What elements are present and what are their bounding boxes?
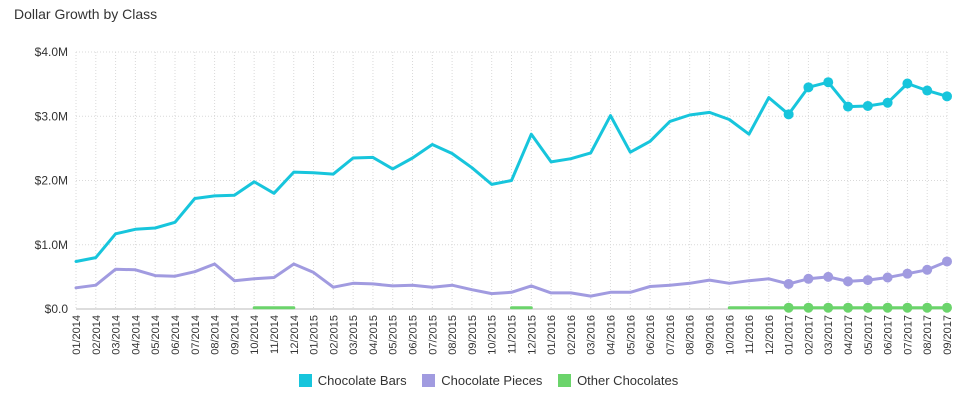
y-tick-label: $4.0M xyxy=(35,45,68,59)
x-tick-label: 05/2014 xyxy=(150,315,162,355)
x-tick-label: 08/2016 xyxy=(685,315,697,355)
x-tick-label: 04/2016 xyxy=(605,315,617,355)
data-point-chocolate-pieces xyxy=(922,264,933,275)
data-point-chocolate-pieces xyxy=(843,276,854,287)
x-tick-label: 05/2015 xyxy=(388,315,400,355)
x-tick-label: 08/2017 xyxy=(922,315,934,355)
series-line-chocolate-bars xyxy=(74,80,949,263)
chart-title: Dollar Growth by Class xyxy=(14,6,158,22)
x-tick-label: 07/2015 xyxy=(427,315,439,355)
data-point-chocolate-bars xyxy=(902,78,913,89)
data-point-chocolate-bars xyxy=(783,109,794,120)
x-tick-label: 07/2014 xyxy=(190,315,202,355)
legend-label-chocolate-pieces: Chocolate Pieces xyxy=(441,373,543,388)
legend-swatch-other-chocolates xyxy=(558,374,572,387)
x-tick-label: 07/2017 xyxy=(902,315,914,355)
y-tick-label: $0.0 xyxy=(45,302,69,316)
x-tick-label: 01/2017 xyxy=(784,315,796,355)
legend-item-chocolate-pieces[interactable]: Chocolate Pieces xyxy=(422,373,542,388)
x-tick-label: 06/2016 xyxy=(645,315,657,355)
data-point-chocolate-pieces xyxy=(823,271,834,282)
x-tick-label: 04/2015 xyxy=(368,315,380,355)
x-tick-label: 12/2016 xyxy=(764,315,776,355)
x-tick-label: 12/2015 xyxy=(526,315,538,355)
x-tick-label: 05/2017 xyxy=(863,315,875,355)
x-tick-label: 11/2014 xyxy=(269,315,281,354)
data-point-other-chocolates xyxy=(823,302,834,313)
data-point-other-chocolates xyxy=(902,302,913,313)
x-tick-label: 04/2014 xyxy=(130,315,142,355)
x-tick-label: 09/2014 xyxy=(229,315,241,355)
x-tick-label: 03/2016 xyxy=(586,315,598,355)
data-point-chocolate-bars xyxy=(942,91,952,102)
x-tick-label: 06/2015 xyxy=(408,315,420,355)
y-tick-label: $3.0M xyxy=(35,109,68,123)
data-point-chocolate-bars xyxy=(803,82,814,93)
data-point-other-chocolates xyxy=(803,302,814,313)
x-tick-label: 03/2014 xyxy=(111,315,123,355)
data-point-chocolate-pieces xyxy=(902,268,913,279)
data-point-chocolate-pieces xyxy=(862,275,873,286)
data-point-chocolate-pieces xyxy=(882,272,893,283)
data-point-chocolate-pieces xyxy=(803,273,814,284)
data-point-chocolate-bars xyxy=(823,77,834,88)
data-point-chocolate-bars xyxy=(843,101,854,112)
data-point-chocolate-bars xyxy=(862,100,873,111)
y-tick-label: $2.0M xyxy=(35,174,68,188)
y-tick-label: $1.0M xyxy=(35,238,68,252)
x-tick-label: 09/2016 xyxy=(704,315,716,355)
x-tick-label: 08/2015 xyxy=(447,315,459,355)
x-tick-label: 02/2014 xyxy=(91,315,103,355)
data-point-chocolate-pieces xyxy=(942,256,952,267)
x-tick-label: 02/2016 xyxy=(566,315,578,355)
x-tick-label: 01/2015 xyxy=(309,315,321,355)
data-point-chocolate-bars xyxy=(882,97,893,108)
legend-swatch-chocolate-pieces xyxy=(422,374,436,387)
legend-item-other-chocolates[interactable]: Other Chocolates xyxy=(558,373,678,388)
x-tick-label: 09/2015 xyxy=(467,315,479,355)
legend-label-other-chocolates: Other Chocolates xyxy=(577,373,679,388)
x-tick-label: 03/2017 xyxy=(823,315,835,355)
x-tick-label: 01/2016 xyxy=(546,315,558,355)
legend-swatch-chocolate-bars xyxy=(298,374,312,387)
x-tick-label: 12/2014 xyxy=(289,315,301,355)
x-tick-label: 02/2017 xyxy=(803,315,815,355)
data-point-other-chocolates xyxy=(783,302,794,313)
data-point-other-chocolates xyxy=(922,302,933,313)
x-tick-label: 11/2016 xyxy=(744,315,756,354)
legend: Chocolate Bars Chocolate Pieces Other Ch… xyxy=(0,373,977,390)
legend-item-chocolate-bars[interactable]: Chocolate Bars xyxy=(298,373,407,388)
x-tick-label: 11/2015 xyxy=(507,315,519,354)
x-tick-label: 10/2015 xyxy=(487,315,499,355)
x-tick-label: 06/2017 xyxy=(883,315,895,355)
data-point-chocolate-bars xyxy=(922,85,933,96)
x-tick-label: 08/2014 xyxy=(210,315,222,355)
legend-label-chocolate-bars: Chocolate Bars xyxy=(317,373,407,388)
x-tick-label: 05/2016 xyxy=(625,315,637,355)
x-tick-label: 10/2014 xyxy=(249,315,261,355)
data-point-chocolate-pieces xyxy=(783,278,794,289)
x-tick-label: 09/2017 xyxy=(942,315,954,355)
x-tick-label: 06/2014 xyxy=(170,315,182,355)
x-tick-label: 07/2016 xyxy=(665,315,677,355)
data-point-other-chocolates xyxy=(882,302,893,313)
data-point-other-chocolates xyxy=(942,302,952,313)
x-tick-label: 10/2016 xyxy=(724,315,736,355)
series-line-chocolate-pieces xyxy=(74,260,949,298)
data-point-other-chocolates xyxy=(843,302,854,313)
data-point-other-chocolates xyxy=(862,302,873,313)
x-tick-label: 03/2015 xyxy=(348,315,360,355)
x-tick-label: 04/2017 xyxy=(843,315,855,355)
x-tick-label: 01/2014 xyxy=(71,315,83,355)
x-tick-label: 02/2015 xyxy=(328,315,340,355)
